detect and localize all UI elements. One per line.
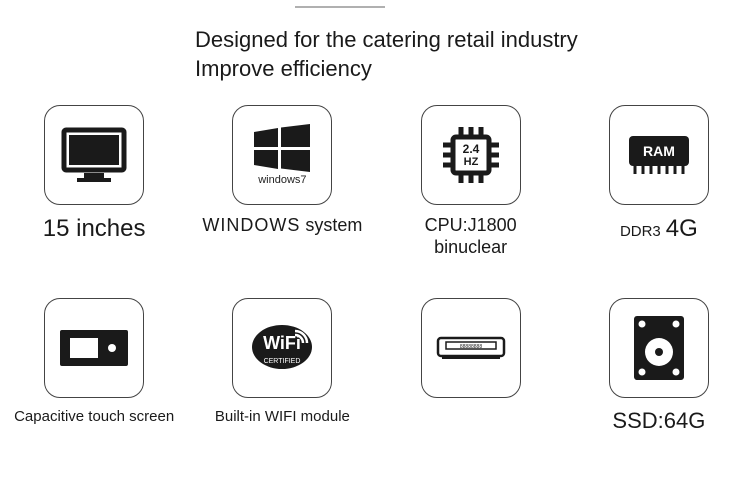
svg-text:2.4: 2.4 (462, 142, 479, 156)
touchscreen-icon (44, 298, 144, 398)
cpu-icon: 2.4 HZ (421, 105, 521, 205)
heading: Designed for the catering retail industr… (195, 26, 578, 83)
top-divider (295, 6, 385, 8)
slim-device-icon: 88888888 (421, 298, 521, 398)
svg-text:RAM: RAM (643, 143, 675, 159)
wifi-icon: WiFi CERTIFIED (232, 298, 332, 398)
spec-wifi-caption: Built-in WIFI module (215, 408, 350, 426)
spec-cpu-caption: CPU:J1800binuclear (425, 215, 517, 258)
spec-ram: RAM DDR3 4G (574, 105, 744, 258)
ram-icon: RAM (609, 105, 709, 205)
heading-line1: Designed for the catering retail industr… (195, 26, 578, 55)
spec-grid: 15 inches windows7 WINDOWS system (0, 105, 753, 435)
spec-slim: 88888888 (386, 298, 556, 434)
spec-touch-caption: Capacitive touch screen (14, 408, 174, 426)
svg-text:88888888: 88888888 (460, 344, 482, 350)
monitor-icon (44, 105, 144, 205)
spec-wifi: WiFi CERTIFIED Built-in WIFI module (197, 298, 367, 434)
spec-screen: 15 inches (9, 105, 179, 258)
ssd-icon (609, 298, 709, 398)
heading-line2: Improve efficiency (195, 55, 578, 84)
spec-screen-caption: 15 inches (43, 215, 146, 244)
spec-cpu: 2.4 HZ CPU:J1800binuclear (386, 105, 556, 258)
windows-icon: windows7 (232, 105, 332, 205)
svg-text:CERTIFIED: CERTIFIED (264, 358, 301, 365)
spec-os: windows7 WINDOWS system (197, 105, 367, 258)
windows-icon-label: windows7 (258, 174, 306, 186)
spec-touch: Capacitive touch screen (9, 298, 179, 434)
spec-ssd-caption: SSD:64G (612, 408, 705, 434)
spec-ram-caption: DDR3 4G (620, 215, 698, 244)
spec-ssd: SSD:64G (574, 298, 744, 434)
spec-os-caption: WINDOWS system (202, 215, 362, 237)
svg-text:HZ: HZ (463, 156, 478, 168)
